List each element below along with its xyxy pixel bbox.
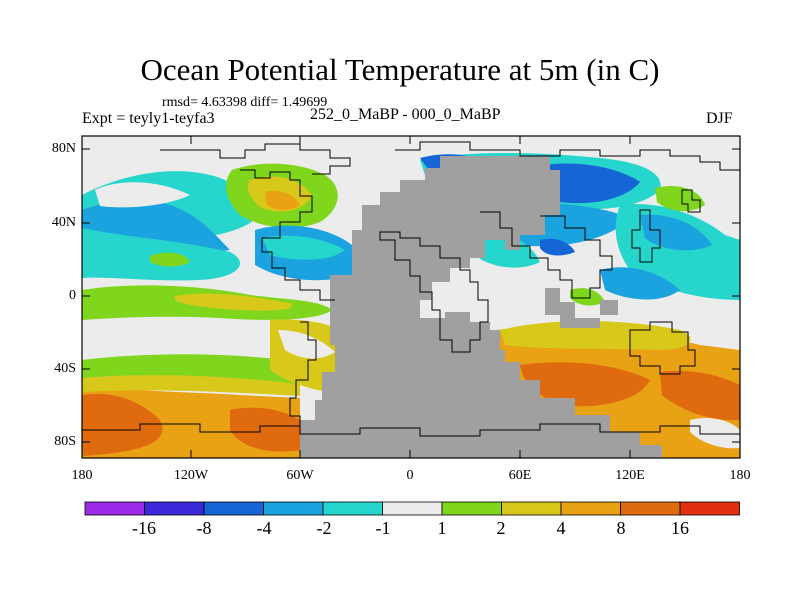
colorbar-box <box>203 501 264 516</box>
pacific-green-spot <box>150 252 190 267</box>
southeast-hot-patch <box>660 370 740 421</box>
south-bight-neutral <box>278 330 335 359</box>
coastlines <box>82 141 740 437</box>
experiment-label: Expt = teyly1-teyfa3 <box>82 110 215 127</box>
y-tick-label: 40S <box>54 361 76 376</box>
x-tick-label: 0 <box>406 468 414 483</box>
north-pacific-neutral-patch <box>95 182 190 208</box>
coastline-east-asia <box>631 209 661 263</box>
coastline-south-america <box>289 321 317 432</box>
colorbar-tick-label: -16 <box>132 518 156 538</box>
y-tick-label: 80N <box>51 141 76 156</box>
coastline-australia <box>629 321 696 375</box>
south-pacific-hot-patch <box>82 393 163 456</box>
north-east-orange <box>265 190 300 211</box>
coastline-japan <box>681 189 701 213</box>
y-tick-label: 80S <box>54 434 76 449</box>
east-equatorial-blue <box>600 267 680 300</box>
colorbar-tick-label: -2 <box>316 518 332 538</box>
stats-text: rmsd= 4.63398 diff= 1.49699 <box>162 95 328 110</box>
colorbar-tick-label: 16 <box>671 518 689 538</box>
y-tick-label: 40N <box>51 215 76 230</box>
colorbar-tick-label: 1 <box>437 518 447 538</box>
equatorial-green-spot <box>570 288 605 306</box>
colorbar-tick-label: -1 <box>375 518 391 538</box>
map-plot <box>82 136 740 458</box>
colorbar-tick-label: 8 <box>616 518 626 538</box>
south-tethys-hot-patch <box>520 362 650 407</box>
colorbar-tick-label: -4 <box>256 518 272 538</box>
south-east-pacific-hot-patch <box>230 407 300 452</box>
x-tick-label: 180 <box>71 468 93 483</box>
south-pacific-green-band <box>82 354 300 384</box>
tick-marks <box>82 136 740 458</box>
colorbar-tick-label: 2 <box>496 518 506 538</box>
x-tick-label: 60W <box>286 468 314 483</box>
season-label: DJF <box>706 110 733 127</box>
cimmeria-landmass <box>545 288 600 328</box>
east-panthalassa-blue <box>640 214 712 251</box>
colorbar-box <box>620 501 681 516</box>
coastline-south-asia <box>480 211 613 299</box>
north-east-cyan <box>262 235 345 260</box>
island-block <box>600 300 618 315</box>
colorbar-box <box>441 501 502 516</box>
coastline-africa <box>379 231 489 353</box>
colorbar <box>84 501 740 516</box>
x-tick-label: 180 <box>729 468 751 483</box>
colorbar-box <box>84 501 145 516</box>
x-tick-label: 120W <box>173 468 209 483</box>
colorbar-box <box>144 501 205 516</box>
south-pacific-yellow-band <box>82 374 300 396</box>
south-tethys-yellow <box>500 321 691 350</box>
coastline-antarctica <box>82 423 740 437</box>
colorbar-tick-label: 4 <box>556 518 566 538</box>
colorbar-box <box>322 501 383 516</box>
tethys-northeast-dark-blue <box>543 163 640 204</box>
y-tick-label: 0 <box>69 288 76 303</box>
x-tick-label: 120E <box>615 468 645 483</box>
colorbar-box <box>382 501 443 516</box>
period-label: 252_0_MaBP - 000_0_MaBP <box>310 106 501 123</box>
tropical-pacific-yellow <box>175 293 292 311</box>
chart-title: Ocean Potential Temperature at 5m (in C) <box>140 52 660 87</box>
southeast-neutral-patch <box>690 418 740 449</box>
colorbar-box <box>263 501 324 516</box>
colorbar-box <box>501 501 562 516</box>
colorbar-box <box>679 501 740 516</box>
map-frame <box>81 135 741 459</box>
colorbar-box <box>560 501 621 516</box>
tethys-blue-spot <box>540 238 575 256</box>
coastline-arctic-america <box>160 143 351 175</box>
colorbar-tick-label: -8 <box>196 518 212 538</box>
x-tick-label: 60E <box>508 468 532 483</box>
coastline-north-america <box>240 169 335 301</box>
coastline-eurasia-north <box>395 141 740 171</box>
